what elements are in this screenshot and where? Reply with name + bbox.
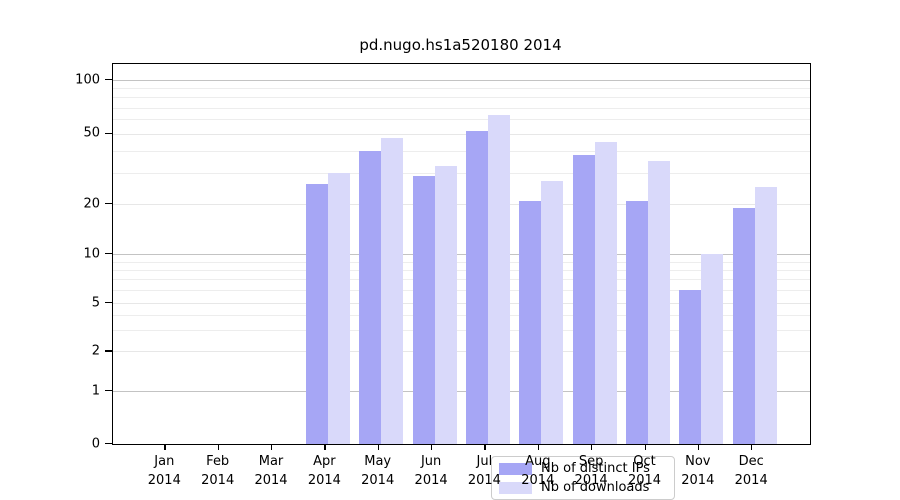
legend: Nb of distinct IPs Nb of downloads [491, 456, 675, 500]
y-tick-50 [105, 132, 112, 134]
bar-nb-of-distinct-ips-aug-2014 [519, 200, 542, 444]
x-tick-dec-2014 [751, 444, 753, 451]
x-tick-aug-2014 [537, 444, 540, 451]
gridline-30 [113, 172, 810, 174]
gridline-3 [113, 329, 810, 331]
bar-nb-of-downloads-apr-2014 [327, 172, 350, 444]
gridline-50 [113, 133, 810, 135]
gridline-40 [113, 150, 810, 152]
gridline-6 [113, 290, 810, 292]
x-tick-jun-2014 [431, 444, 433, 451]
legend-label-downloads: Nb of downloads [541, 480, 650, 495]
y-tick-100 [105, 79, 112, 81]
gridline-20 [113, 204, 810, 206]
gridline-80 [113, 97, 810, 99]
x-tick-label-nov-2014: Nov 2014 [681, 454, 715, 488]
gridline-90 [113, 88, 810, 90]
x-tick-label-oct-2014: Oct 2014 [627, 454, 662, 488]
x-tick-feb-2014 [217, 444, 219, 451]
gridline-7 [113, 279, 810, 281]
x-tick-label-jul-2014: Jul 2014 [467, 454, 501, 488]
x-tick-jan-2014 [164, 444, 166, 451]
y-tick-2 [105, 350, 112, 352]
y-tick-label-2: 2 [91, 343, 100, 359]
y-tick-10 [105, 253, 112, 255]
chart-title: pd.nugo.hs1a520180 2014 [359, 36, 562, 54]
legend-label-distinct-ips: Nb of distinct IPs [541, 461, 650, 476]
y-tick-label-1: 1 [91, 383, 100, 399]
legend-swatch-distinct-ips [499, 462, 532, 475]
x-tick-label-jun-2014: Jun 2014 [414, 454, 448, 488]
x-tick-sep-2014 [591, 444, 593, 451]
bar-nb-of-distinct-ips-jul-2014 [465, 130, 488, 444]
bar-nb-of-distinct-ips-may-2014 [359, 150, 382, 444]
legend-entry-distinct-ips: Nb of distinct IPs [492, 461, 674, 476]
y-tick-label-10: 10 [83, 246, 100, 261]
bar-nb-of-downloads-oct-2014 [648, 161, 670, 444]
x-tick-nov-2014 [697, 444, 700, 451]
bar-nb-of-downloads-sep-2014 [594, 141, 617, 444]
bar-nb-of-distinct-ips-jun-2014 [412, 175, 435, 444]
gridline-100 [113, 80, 810, 81]
legend-entry-downloads: Nb of downloads [492, 480, 674, 495]
x-tick-label-may-2014: May 2014 [361, 454, 395, 488]
gridline-70 [113, 107, 810, 109]
bar-nb-of-distinct-ips-nov-2014 [679, 290, 702, 444]
x-tick-label-apr-2014: Apr 2014 [307, 454, 341, 488]
legend-swatch-downloads [499, 481, 532, 494]
x-tick-label-jan-2014: Jan 2014 [147, 454, 181, 488]
y-tick-5 [105, 302, 112, 304]
bar-nb-of-distinct-ips-dec-2014 [732, 207, 755, 444]
gridline-60 [113, 119, 810, 121]
bar-nb-of-distinct-ips-sep-2014 [572, 154, 595, 444]
gridline-9 [113, 261, 810, 263]
y-tick-1 [105, 390, 112, 392]
gridline-4 [113, 314, 810, 316]
x-tick-jul-2014 [484, 444, 486, 451]
gridline-5 [113, 303, 810, 304]
x-tick-mar-2014 [271, 444, 273, 451]
y-tick-20 [105, 203, 112, 205]
plot-area: Nb of distinct IPs Nb of downloads [112, 63, 811, 500]
x-tick-label-mar-2014: Mar 2014 [254, 454, 288, 488]
gridline-2 [113, 351, 810, 353]
x-tick-apr-2014 [324, 444, 326, 451]
y-tick-label-0: 0 [91, 436, 100, 451]
y-tick-label-5: 5 [91, 295, 100, 310]
gridline-1 [113, 391, 810, 393]
bar-nb-of-downloads-nov-2014 [701, 254, 724, 444]
gridline-8 [113, 269, 810, 271]
x-tick-may-2014 [377, 444, 379, 451]
y-tick-label-100: 100 [75, 72, 100, 87]
y-tick-label-20: 20 [83, 196, 100, 212]
x-tick-label-feb-2014: Feb 2014 [201, 454, 235, 488]
bar-nb-of-downloads-aug-2014 [541, 181, 564, 444]
x-tick-oct-2014 [644, 444, 646, 451]
gridline-10 [113, 254, 810, 255]
bar-nb-of-distinct-ips-oct-2014 [626, 200, 648, 444]
x-tick-label-sep-2014: Sep 2014 [574, 454, 608, 488]
bar-nb-of-downloads-dec-2014 [754, 187, 777, 444]
bar-nb-of-downloads-may-2014 [381, 138, 404, 444]
y-tick-0 [105, 443, 112, 445]
bar-nb-of-downloads-jul-2014 [487, 114, 510, 444]
bar-nb-of-downloads-jun-2014 [434, 165, 457, 444]
x-tick-label-aug-2014: Aug 2014 [521, 454, 555, 488]
bar-nb-of-distinct-ips-apr-2014 [305, 184, 328, 444]
y-tick-label-50: 50 [83, 125, 100, 141]
x-tick-label-dec-2014: Dec 2014 [734, 454, 768, 488]
